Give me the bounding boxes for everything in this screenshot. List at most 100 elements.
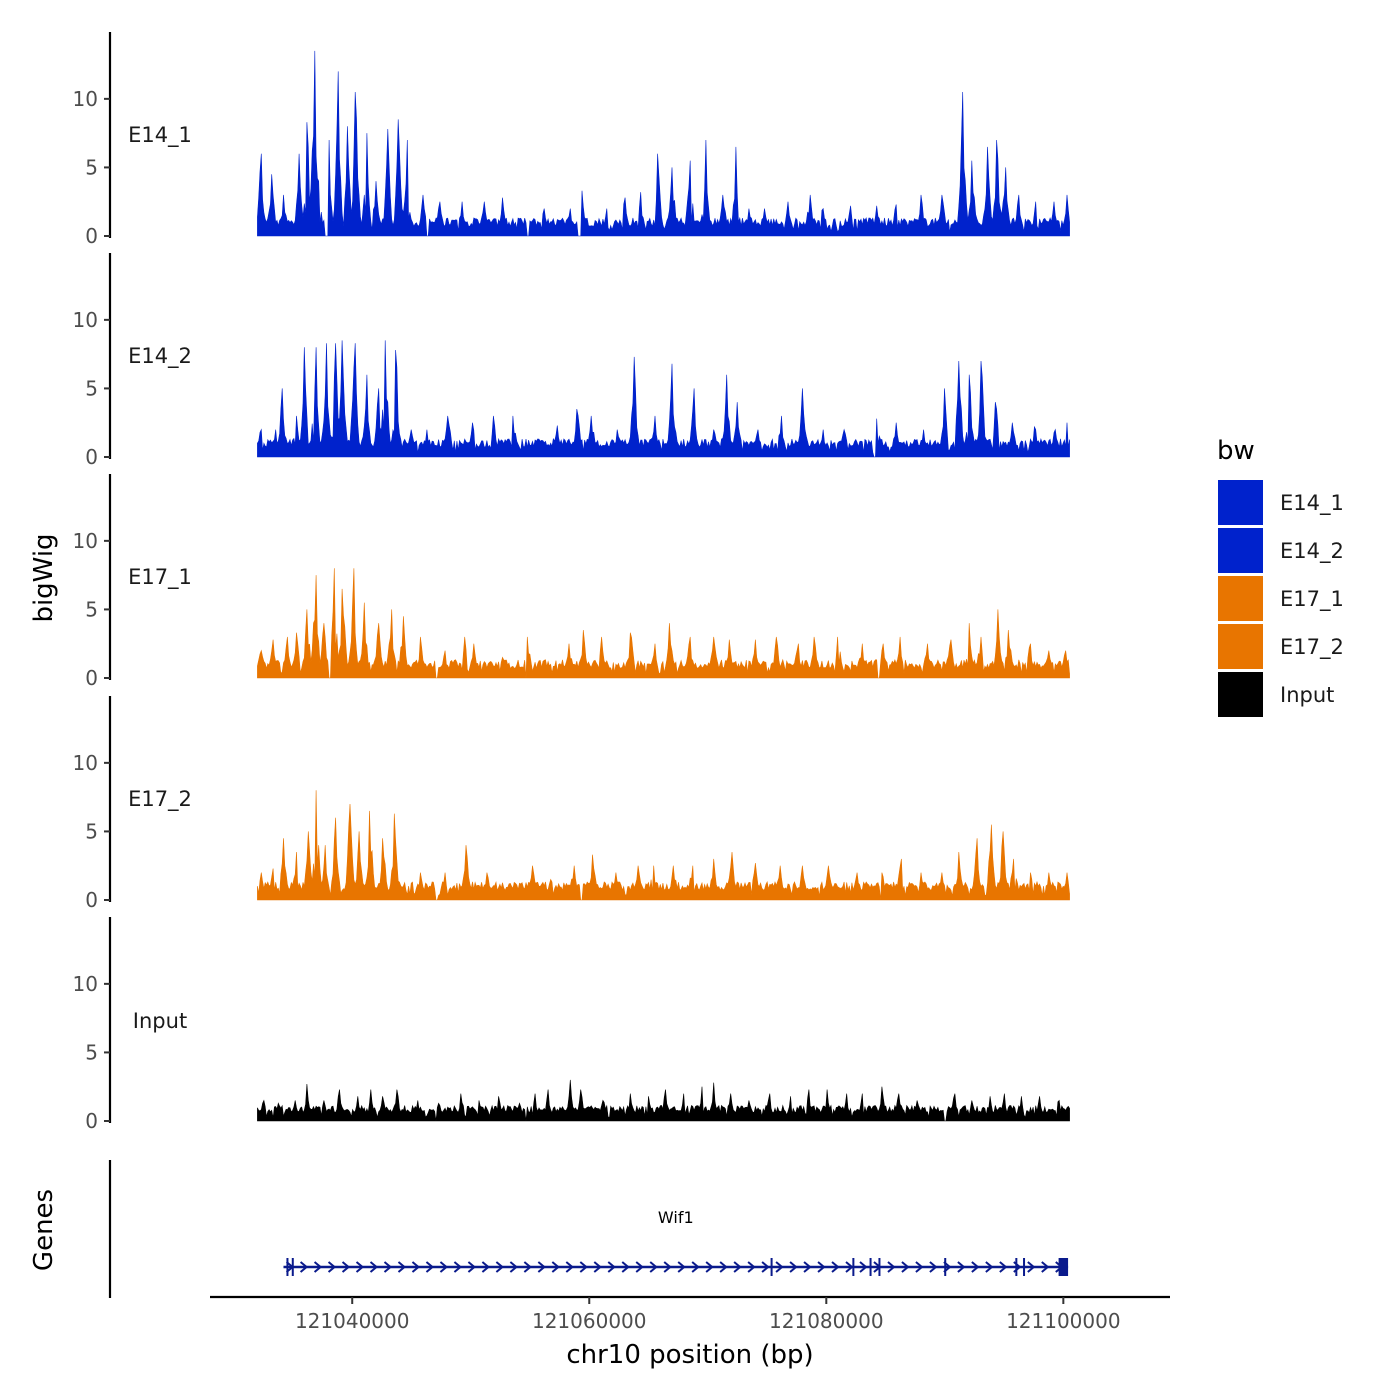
track-label: Input [133,1009,187,1033]
strand-arrow [397,1261,407,1273]
genes-panel: Wif1 [108,1160,1069,1298]
strand-arrow [369,1261,379,1273]
strand-arrow [537,1261,546,1273]
track-input: 0 5 10 Input [73,917,1070,1133]
strand-arrow [733,1261,742,1273]
x-axis: 121040000 121060000 121080000 121100000 [210,1295,1170,1333]
coverage-area-e17-2 [257,790,1070,901]
legend-label: Input [1280,683,1334,707]
strand-arrow [677,1261,686,1273]
gene-exon [1015,1258,1018,1276]
strand-arrow [929,1261,938,1273]
x-tick-label: 121080000 [769,1309,884,1333]
gene-label: Wif1 [658,1208,694,1227]
strand-arrow [439,1261,448,1273]
legend-title: bw [1217,436,1255,466]
coverage-area-e14-1 [257,50,1070,237]
strand-arrow [663,1261,672,1273]
strand-arrow [705,1261,714,1273]
y-tick-label: 0 [85,666,98,690]
y-tick-label: 0 [85,445,98,469]
y-tick-label: 5 [85,1040,98,1064]
gene-exon [291,1258,294,1276]
legend-swatch [1218,576,1263,621]
y-tick-label: 5 [85,819,98,843]
strand-arrow [453,1261,462,1273]
strand-arrow [425,1261,435,1273]
strand-arrow [635,1261,644,1273]
strand-arrow [593,1261,602,1273]
strand-arrow [901,1261,910,1273]
gene-exon [878,1258,881,1276]
legend: bw E14_1 E14_2 E17_1 E17_2 Input [1217,436,1344,717]
strand-arrow [481,1261,490,1273]
x-tick-label: 121040000 [295,1309,410,1333]
gene-exon [286,1258,289,1276]
track-e14-1: 0 5 10 E14_1 [73,32,1070,248]
strand-arrow [467,1261,476,1273]
strand-arrow [747,1261,756,1273]
strand-arrow [971,1261,980,1273]
strand-arrow [859,1261,868,1273]
y-tick-label: 5 [85,155,98,179]
strand-arrow [691,1261,700,1273]
track-e14-2: 0 5 10 E14_2 [73,253,1070,469]
track-e17-1: 0 5 10 E17_1 [73,474,1070,690]
legend-swatch [1218,480,1263,525]
strand-arrow [495,1261,504,1273]
legend-swatch [1218,624,1263,669]
y-tick-label: 5 [85,376,98,400]
y-tick-label: 0 [85,1109,98,1133]
strand-arrow [299,1261,309,1273]
y-tick-label: 5 [85,597,98,621]
legend-label: E17_2 [1280,635,1344,660]
gene-exon [1058,1258,1069,1276]
track-label: E14_2 [128,344,192,369]
strand-arrow [509,1261,518,1273]
strand-arrow [523,1261,532,1273]
coverage-area-input [257,1079,1070,1122]
legend-label: E17_1 [1280,587,1344,612]
strand-arrow [985,1261,994,1273]
strand-arrow [1041,1261,1050,1273]
x-axis-title: chr10 position (bp) [566,1340,813,1370]
x-tick-label: 121060000 [532,1309,647,1333]
y-tick-label: 10 [73,529,98,553]
strand-arrow [341,1261,351,1273]
strand-arrow [845,1261,854,1273]
x-tick-label: 121100000 [1006,1309,1121,1333]
strand-arrow [761,1261,770,1273]
strand-arrow [579,1261,588,1273]
gene-exon [770,1258,773,1276]
strand-arrow [1027,1261,1036,1273]
track-panels: 0 5 10 E14_1 0 5 10 E14_2 0 5 10 E17_1 0 5 10 E17_2 0 5 10… [73,32,1070,1133]
gene-exon [944,1258,947,1276]
coverage-area-e14-2 [257,340,1070,458]
legend-swatch [1218,528,1263,573]
coverage-area-e17-1 [257,568,1070,679]
strand-arrow [999,1261,1008,1273]
strand-arrow [313,1261,323,1273]
strand-arrow [551,1261,560,1273]
strand-arrow [355,1261,365,1273]
y-tick-label: 10 [73,751,98,775]
strand-arrow [565,1261,574,1273]
gene-exon [869,1258,872,1276]
y-tick-label: 10 [73,308,98,332]
track-e17-2: 0 5 10 E17_2 [73,696,1070,912]
gene-exon [1023,1258,1026,1276]
strand-arrow [789,1261,798,1273]
track-label: E14_1 [128,123,192,148]
track-label: E17_2 [128,787,192,812]
strand-arrow [817,1261,826,1273]
y-tick-label: 0 [85,888,98,912]
legend-label: E14_2 [1280,539,1344,564]
strand-arrow [607,1261,616,1273]
track-label: E17_1 [128,565,192,590]
strand-arrow [719,1261,728,1273]
strand-arrow [327,1261,337,1273]
strand-arrow [831,1261,840,1273]
strand-arrow [887,1261,896,1273]
gene-exon [852,1258,855,1276]
